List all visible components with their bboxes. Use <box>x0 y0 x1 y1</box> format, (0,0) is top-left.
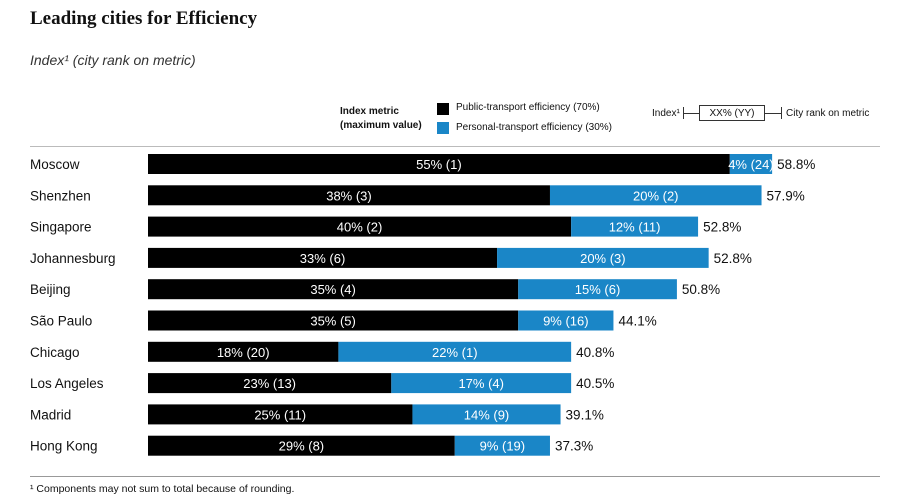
bar-label-personal: 4% (24) <box>728 157 774 172</box>
key-index-label: Index¹ <box>652 108 680 119</box>
bar-personal <box>338 341 572 362</box>
bar-personal <box>518 310 614 331</box>
legend-label-public: Public-transport efficiency (70%) <box>456 102 600 113</box>
bar-public <box>148 341 339 362</box>
total-label: 50.8% <box>682 282 720 297</box>
key-right-tick <box>781 107 782 119</box>
stacked-bar-chart: Moscow 55% (1) 4% (24) 58.8% Shenzhen 38% (3)… <box>30 154 815 456</box>
chart-top-rule <box>30 146 880 147</box>
bar-label-public: 38% (3) <box>326 188 372 203</box>
total-label: 40.8% <box>576 345 614 360</box>
bar-label-public: 25% (11) <box>254 407 306 422</box>
bar-label-personal: 20% (3) <box>580 251 626 266</box>
bar-label-personal: 15% (6) <box>575 282 621 297</box>
bar-label-public: 33% (6) <box>300 251 346 266</box>
category-label: Los Angeles <box>30 376 104 391</box>
category-label: São Paulo <box>30 314 92 329</box>
bar-personal <box>497 247 709 268</box>
category-label: Madrid <box>30 407 71 422</box>
bar-personal <box>518 279 677 300</box>
category-label: Johannesburg <box>30 251 116 266</box>
bar-label-public: 35% (5) <box>310 314 356 329</box>
bar-public <box>148 247 498 268</box>
total-label: 58.8% <box>777 157 815 172</box>
bar-label-personal: 20% (2) <box>633 188 679 203</box>
bar-personal <box>391 373 572 394</box>
bar-label-personal: 22% (1) <box>432 345 478 360</box>
total-label: 52.8% <box>703 220 741 235</box>
bar-label-public: 35% (4) <box>310 282 356 297</box>
bar-personal <box>729 154 773 174</box>
key-left-line <box>683 113 699 114</box>
category-label: Beijing <box>30 282 71 297</box>
bar-label-personal: 9% (19) <box>480 439 526 454</box>
bar-public <box>148 216 572 237</box>
bar-public <box>148 185 550 206</box>
legend-swatch-public <box>437 103 449 115</box>
bar-public <box>148 404 413 425</box>
bar-personal <box>412 404 561 425</box>
bar-label-public: 29% (8) <box>279 439 325 454</box>
bar-label-personal: 9% (16) <box>543 314 589 329</box>
bar-personal <box>454 435 550 456</box>
bar-label-public: 55% (1) <box>416 157 462 172</box>
total-label: 37.3% <box>555 439 593 454</box>
category-label: Shenzhen <box>30 188 91 203</box>
bar-public <box>148 310 519 331</box>
key-right-line <box>765 113 781 114</box>
total-label: 39.1% <box>566 407 604 422</box>
bar-label-personal: 12% (11) <box>609 220 661 235</box>
bar-label-public: 18% (20) <box>217 345 270 360</box>
total-label: 52.8% <box>714 251 752 266</box>
legend-swatch-personal <box>437 122 449 134</box>
legend-header: Index metric (maximum value) <box>340 105 422 133</box>
category-label: Chicago <box>30 345 80 360</box>
footnote-rule <box>30 476 880 477</box>
chart-title: Leading cities for Efficiency <box>30 8 258 29</box>
category-label: Singapore <box>30 220 92 235</box>
legend-label-personal: Personal-transport efficiency (30%) <box>456 122 612 133</box>
category-label: Hong Kong <box>30 439 98 454</box>
category-label: Moscow <box>30 157 80 172</box>
bar-public <box>148 435 455 456</box>
legend-header-line1: Index metric <box>340 106 399 117</box>
bar-label-public: 23% (13) <box>243 376 296 391</box>
chart-subtitle: Index¹ (city rank on metric) <box>30 52 196 68</box>
bar-label-personal: 14% (9) <box>464 407 510 422</box>
bar-personal <box>549 185 762 206</box>
bar-public <box>148 373 392 394</box>
total-label: 40.5% <box>576 376 614 391</box>
key-rank-label: City rank on metric <box>786 108 870 119</box>
total-label: 57.9% <box>767 188 805 203</box>
bar-public <box>148 279 519 300</box>
bar-label-public: 40% (2) <box>337 220 383 235</box>
total-label: 44.1% <box>618 314 656 329</box>
bar-personal <box>571 216 699 237</box>
footnote: ¹ Components may not sum to total becaus… <box>30 483 295 495</box>
legend-header-line2: (maximum value) <box>340 120 422 131</box>
legend: Index metric (maximum value) Public-tran… <box>340 100 880 140</box>
bar-public <box>148 154 730 174</box>
key-box: XX% (YY) <box>699 105 765 121</box>
bar-label-personal: 17% (4) <box>458 376 504 391</box>
